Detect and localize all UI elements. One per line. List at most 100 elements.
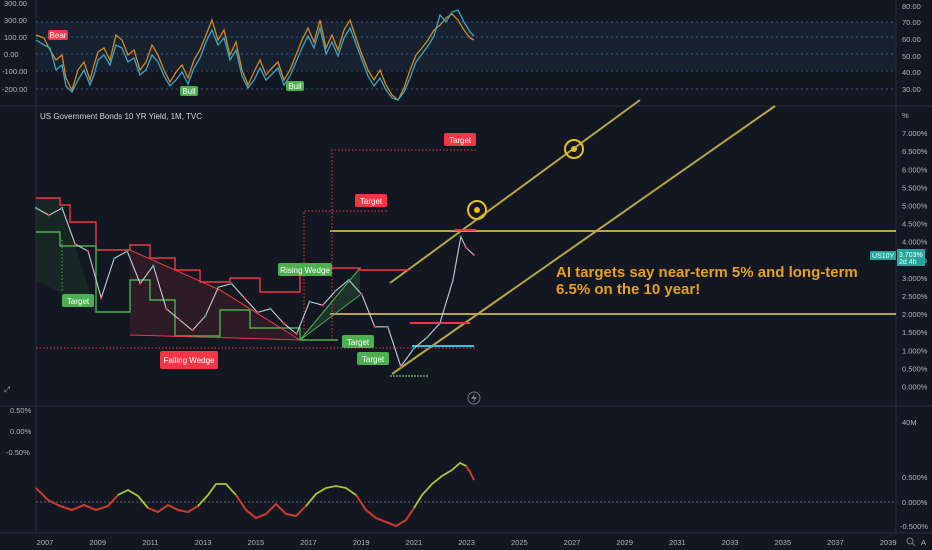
target-label-2: Target	[355, 194, 387, 207]
lower-right-tick: 0.000%	[902, 498, 928, 507]
svg-text:Bull: Bull	[182, 87, 196, 96]
bear-label: Bear	[48, 30, 68, 40]
lightning-icon[interactable]	[467, 391, 481, 405]
svg-text:Bear: Bear	[50, 31, 67, 40]
lower-oscillator-pane[interactable]: 0.50% 0.00% -0.50% 40M 0.500% 0.000% -0.…	[6, 406, 928, 531]
time-axis-label: 2025	[511, 538, 528, 547]
main-right-tick: 0.500%	[902, 364, 928, 373]
price-point	[412, 347, 416, 350]
osc-left-tick: 300.00	[4, 0, 27, 8]
main-right-tick: 7.000%	[902, 129, 928, 138]
bull-label-2: Bull	[286, 81, 304, 91]
price-point	[256, 311, 259, 314]
price-point	[139, 282, 142, 285]
time-axis-label: 2033	[722, 538, 739, 547]
price-point	[269, 307, 272, 310]
price-point	[399, 365, 403, 368]
price-point	[165, 307, 168, 310]
svg-text:Target: Target	[67, 297, 90, 306]
falling-wedge-upper	[129, 249, 301, 341]
price-point	[295, 332, 298, 336]
lower-left-tick: -0.50%	[6, 448, 30, 457]
svg-text:Target: Target	[360, 197, 383, 206]
price-point	[60, 206, 64, 210]
target-line-mid	[303, 210, 388, 340]
main-right-tick: 3.000%	[902, 274, 928, 283]
price-point	[438, 322, 442, 325]
main-right-tick: 0.000%	[902, 383, 928, 392]
osc-right-tick: 60.00	[902, 35, 921, 44]
price-points	[34, 206, 476, 368]
target-label-3: Target	[62, 294, 94, 307]
price-point	[112, 257, 116, 260]
time-axis-label: 2007	[37, 538, 54, 547]
channel-lower-line[interactable]	[391, 105, 776, 375]
price-line	[35, 207, 475, 368]
falling-wedge-label: Falling Wedge	[160, 351, 218, 369]
price-point	[99, 296, 103, 300]
osc-left-tick: 300.00	[4, 16, 27, 25]
main-right-tick: 2.500%	[902, 292, 928, 301]
price-point	[321, 304, 324, 307]
main-price-pane[interactable]: US Government Bonds 10 YR Yield, 1M, TVC	[3, 99, 928, 405]
price-point	[282, 322, 285, 325]
main-right-tick: 6.500%	[902, 147, 928, 156]
rising-wedge-lower	[299, 294, 361, 341]
falling-wedge-lower	[129, 334, 301, 341]
osc-left-tick: -200.00	[2, 85, 27, 94]
price-point	[47, 214, 51, 217]
zoom-icon[interactable]	[906, 537, 916, 547]
lower-right-tick: 0.500%	[902, 473, 928, 482]
top-oscillator-pane[interactable]: Bear Bull Bull 300.00 300.00 100.00 0.00…	[2, 0, 921, 102]
price-point	[152, 264, 155, 267]
time-axis-label: 2039	[880, 538, 897, 547]
svg-text:Target: Target	[362, 355, 385, 364]
price-point	[386, 325, 390, 328]
osc-line-orange	[35, 13, 475, 102]
osc-right-tick: 30.00	[902, 85, 921, 94]
rising-wedge-upper	[299, 267, 361, 341]
annotation-line-1: AI targets say near-term 5% and long-ter…	[556, 264, 858, 281]
time-axis-label: 2035	[774, 538, 791, 547]
time-axis-label: 2011	[142, 538, 158, 547]
auto-scale-button[interactable]: A	[921, 538, 926, 547]
early-fill	[36, 198, 96, 312]
price-point	[347, 278, 350, 282]
svg-text:Bull: Bull	[288, 82, 302, 91]
price-point	[459, 235, 462, 238]
time-axis-label: 2037	[827, 538, 844, 547]
price-point	[464, 246, 468, 249]
target-circle-6-5pct	[564, 139, 584, 159]
price-point	[126, 250, 129, 253]
svg-text:2d 4h: 2d 4h	[899, 259, 917, 266]
main-right-tick: 2.000%	[902, 310, 928, 319]
time-axis-label: 2023	[458, 538, 475, 547]
time-axis[interactable]: 2007 2009 2011 2013 2015 2017 2019 2021 2023 2025…	[37, 538, 897, 547]
scale-icon[interactable]: ⤢	[3, 385, 10, 394]
time-axis-label: 2021	[406, 538, 423, 547]
time-axis-label: 2031	[669, 538, 686, 547]
price-point	[178, 318, 181, 321]
target-label-1: Target	[444, 133, 476, 146]
channel-upper-line[interactable]	[389, 99, 641, 284]
target-label-4: Target	[342, 335, 374, 348]
main-right-tick: 1.000%	[902, 346, 928, 355]
price-point	[73, 242, 77, 246]
svg-text:US10Y: US10Y	[872, 253, 895, 260]
main-right-tick: 4.000%	[902, 238, 928, 247]
svg-text:Target: Target	[347, 338, 370, 347]
price-point	[308, 300, 311, 303]
target-line-upper	[331, 149, 476, 340]
osc-right-tick: 50.00	[902, 52, 921, 61]
price-point	[230, 282, 233, 285]
price-point	[373, 325, 376, 328]
time-axis-label: 2015	[247, 538, 264, 547]
price-point	[86, 250, 90, 253]
chart-title: US Government Bonds 10 YR Yield, 1M, TVC	[40, 112, 202, 121]
price-point	[425, 336, 429, 339]
lower-left-tick: 0.00%	[10, 427, 32, 436]
lower-right-tick: 40M	[902, 418, 917, 427]
price-point	[243, 296, 246, 300]
